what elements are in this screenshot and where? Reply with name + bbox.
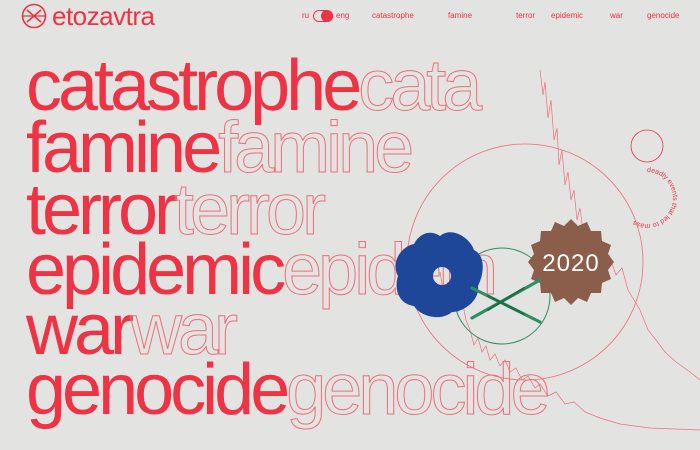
nav-genocide[interactable]: genocide [647,11,680,20]
word-genocide[interactable]: genocidegenocide [26,354,551,427]
nav-catastrophe[interactable]: catastrophe [372,11,414,20]
word-solid: catastrophe [26,46,362,126]
language-toggle[interactable] [313,10,333,22]
nav-war[interactable]: war [610,11,623,20]
word-ghost: genocide [286,350,551,430]
language-toggle-knob [321,10,333,22]
x-circle-logo-icon [21,3,47,29]
logo[interactable]: etozavtra [20,1,155,31]
nav-terror[interactable]: terror [516,11,536,20]
main-nav: ru eng catastrophe famine terror epidemi… [0,9,700,25]
word-solid: genocide [26,350,290,430]
lang-eng[interactable]: eng [336,11,350,20]
nav-epidemic[interactable]: epidemic [551,11,584,20]
nav-famine[interactable]: famine [448,11,473,20]
word-solid: terror [26,170,178,250]
word-solid: famine [26,108,222,188]
word-catastrophe[interactable]: catastrophecata [26,50,483,123]
word-war[interactable]: warwar [26,294,239,367]
word-ghost: famine [218,108,415,188]
word-ghost: war [130,290,239,370]
word-solid: war [26,290,134,370]
brand-name: etozavtra [52,1,155,31]
word-ghost: terror [174,170,327,250]
word-ghost: cata [358,46,483,126]
word-famine[interactable]: faminefamine [26,112,415,185]
word-terror[interactable]: terrorterror [26,174,327,247]
word-solid: epidemic [26,230,286,310]
lang-ru[interactable]: ru [302,11,310,20]
word-ghost: epidem [282,230,499,310]
